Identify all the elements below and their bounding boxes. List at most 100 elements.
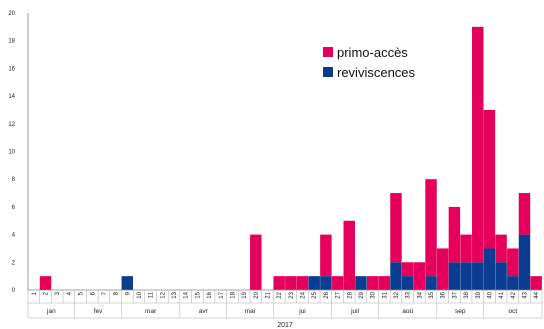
bar-reviviscences [121,276,134,290]
bars [39,26,542,290]
x-tick-label: 16 [207,291,213,298]
y-tick-label: 6 [12,205,16,211]
x-tick-label: 24 [301,291,307,298]
month-label: fev [94,308,103,315]
bar-primo-acces [518,193,531,235]
bar-primo-acces [331,276,344,290]
legend-swatch-reviviscences [323,67,333,77]
x-tick-label: 39 [476,291,482,298]
x-tick-label: 13 [172,291,178,298]
x-tick-label: 44 [534,291,540,298]
x-tick-label: 43 [522,291,528,298]
x-tick-label: 11 [149,291,155,298]
bar-primo-acces [413,262,426,290]
y-tick-label: 0 [12,288,16,294]
month-label: avr [199,308,209,315]
bar-primo-acces [436,248,449,290]
y-tick-label: 4 [12,233,16,239]
bar-reviviscences [448,262,461,290]
bar-primo-acces [460,234,472,263]
x-tick-label: 42 [511,291,517,298]
y-tick-label: 8 [12,177,16,183]
x-tick-label: 25 [312,291,318,298]
bar-primo-acces [390,193,402,263]
bar-reviviscences [472,262,484,290]
x-tick-label: 36 [441,291,447,298]
x-tick-label: 28 [347,291,353,298]
x-tick-label: 10 [137,291,143,298]
bar-primo-acces [296,276,309,290]
legend-swatch-primo-acces [323,47,333,57]
x-tick-label: 23 [289,291,295,298]
bar-reviviscences [483,248,496,290]
x-tick-label: 4 [67,291,73,295]
x-axis: 1 2 3 4 5 6 7 8 9 10 11 12 13 14 15 16 17 18 19 20 21 22 23 24 2… [27,289,543,329]
y-tick-label: 20 [8,11,15,17]
bar-primo-acces [366,276,379,290]
bar-reviviscences [308,276,320,290]
x-tick-label: 41 [499,291,505,298]
x-tick-label: 29 [359,291,365,298]
legend: primo-accès reviviscences [323,45,416,80]
x-tick-label: 33 [406,291,412,298]
month-label: aoû [402,308,413,315]
x-tick-label: 14 [184,291,190,298]
year-label: 2017 [277,322,293,329]
bar-primo-acces [448,206,461,263]
bar-primo-acces [425,179,437,277]
y-tick-label: 10 [8,150,15,156]
x-tick-label: 2 [44,291,50,295]
x-tick-label: 5 [79,291,85,295]
x-tick-label: 27 [336,291,342,298]
x-tick-label: 3 [55,291,61,295]
bar-reviviscences [460,262,472,290]
x-tick-label: 35 [429,291,435,298]
bar-primo-acces [530,276,542,290]
month-label: mar [145,308,157,315]
x-tick-label: 19 [242,291,248,298]
bar-reviviscences [355,276,367,290]
bar-primo-acces [495,234,507,263]
bar-reviviscences [495,262,507,290]
month-label: juil [350,308,360,315]
bar-primo-acces [320,234,332,277]
month-label: jui [298,308,306,315]
x-tick-label: 6 [90,291,96,295]
month-label: mai [245,308,255,315]
month-label: jan [46,308,56,315]
month-label: oct [508,308,517,315]
x-tick-label: 30 [371,291,377,298]
bar-reviviscences [401,276,414,290]
month-label: sep [455,308,466,315]
bar-reviviscences [425,276,437,290]
x-tick-label: 7 [102,291,108,295]
x-tick-label: 31 [382,291,388,298]
bar-primo-acces [285,276,297,290]
bar-reviviscences [518,234,531,290]
bar-reviviscences [507,276,519,290]
bar-primo-acces [401,262,414,277]
bar-primo-acces [507,248,519,277]
bar-primo-acces [250,234,262,290]
x-tick-label: 12 [160,291,166,298]
bar-primo-acces [483,109,496,249]
x-tick-label: 18 [230,291,236,298]
bar-reviviscences [390,262,402,290]
y-tick-label: 2 [12,260,16,266]
y-tick-label: 16 [8,66,15,72]
x-tick-label: 32 [394,291,400,298]
x-tick-label: 34 [417,291,423,298]
x-tick-label: 8 [114,291,120,295]
y-tick-label: 12 [8,122,15,128]
bar-primo-acces [273,276,285,290]
x-tick-label: 22 [277,291,283,298]
x-tick-label: 17 [219,291,225,298]
x-tick-label: 1 [32,291,38,295]
y-tick-label: 18 [8,39,15,45]
x-tick-label: 26 [324,291,330,298]
y-axis: 0 2 4 6 8 10 12 14 16 18 20 [8,11,29,294]
x-tick-label: 15 [195,291,201,298]
bar-reviviscences [320,276,332,290]
legend-label: primo-accès [337,45,408,60]
